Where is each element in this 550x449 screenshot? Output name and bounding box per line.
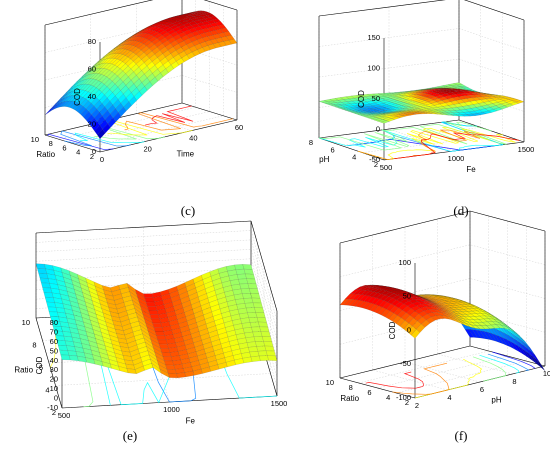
z-axis-label: COD	[73, 88, 82, 106]
chart-panel-e: -100102030405060708050010001500246810COD…	[14, 220, 288, 443]
x-tick-label: 2	[415, 401, 419, 410]
z-axis-label: COD	[357, 90, 366, 108]
z-tick-label: 40	[88, 92, 96, 101]
z-tick-label: 0	[54, 394, 58, 403]
x-tick-label: 40	[189, 134, 197, 143]
z-tick-label: 40	[50, 356, 58, 365]
z-tick-label: 0	[407, 325, 411, 334]
x-tick-label: 6	[480, 385, 484, 394]
x-tick-label: 1000	[163, 405, 180, 414]
x-tick-label: 500	[58, 411, 71, 420]
z-tick-label: 50	[403, 292, 411, 301]
chart-panel-d: -50 0 50 100 150 500 1000 1500 2 4 6 8 COD Fe pH (d)	[309, 0, 535, 218]
x-tick-label: 500	[380, 163, 393, 172]
surface-mesh	[35, 263, 278, 378]
y-tick-label: 2	[405, 398, 409, 407]
z-axis-label: COD	[388, 321, 397, 339]
z-tick-label: 30	[50, 365, 58, 374]
x-tick-label: 8	[512, 377, 516, 386]
z-tick-label: 10	[50, 384, 58, 393]
z-tick-label: 20	[50, 375, 58, 384]
y-tick-label: 4	[76, 148, 80, 157]
z-tick-label: 0	[376, 124, 380, 133]
x-tick-label: 4	[447, 393, 451, 402]
y-axis-label: Ratio	[340, 394, 359, 403]
z-tick-label: -10	[47, 403, 58, 412]
y-tick-label: 8	[309, 138, 313, 147]
x-tick-label: 1000	[448, 154, 465, 163]
y-tick-label: 6	[62, 143, 66, 152]
y-tick-label: 6	[330, 145, 334, 154]
y-tick-label: 10	[31, 135, 39, 144]
x-tick-label: 20	[143, 144, 151, 153]
y-tick-label: 4	[45, 385, 49, 394]
y-tick-label: 4	[386, 393, 390, 402]
z-tick-label: 50	[50, 346, 58, 355]
panel-label: (e)	[123, 428, 137, 443]
z-tick-label: 70	[50, 327, 58, 336]
y-tick-label: 6	[39, 363, 43, 372]
z-axis-label: COD	[35, 356, 44, 374]
x-tick-label: 1500	[271, 399, 288, 408]
x-tick-label: 1500	[518, 145, 535, 154]
z-tick-label: 20	[88, 119, 96, 128]
z-tick-label: -50	[400, 359, 411, 368]
surface-mesh	[318, 82, 525, 124]
z-tick-label: 60	[50, 337, 58, 346]
y-tick-label: 2	[52, 408, 56, 417]
panel-label: (d)	[453, 203, 468, 218]
y-tick-label: 10	[22, 318, 30, 327]
surface-mesh	[44, 10, 238, 139]
z-tick-label: 100	[398, 258, 411, 267]
y-tick-label: 2	[374, 160, 378, 169]
z-tick-label: 80	[50, 318, 58, 327]
z-tick-label: 80	[88, 37, 96, 46]
z-tick-label: 100	[367, 63, 380, 72]
y-tick-label: 8	[349, 383, 353, 392]
y-axis-label: Ratio	[36, 150, 55, 159]
x-axis-label: Time	[177, 150, 195, 159]
x-axis-label: pH	[491, 396, 501, 405]
panel-label: (f)	[455, 428, 468, 443]
y-axis-label: pH	[319, 155, 329, 164]
x-tick-label: 60	[235, 123, 243, 132]
panel-label: (c)	[181, 203, 195, 218]
z-tick-label: 0	[92, 147, 96, 156]
y-axis-label: Ratio	[14, 366, 33, 375]
floor-contours	[365, 351, 536, 399]
x-axis-label: Fe	[466, 165, 476, 174]
surface-mesh	[339, 284, 546, 371]
x-tick-label: 0	[100, 155, 104, 164]
chart-panel-f: -100 -50 0 50 100 2 4 6 8 10 2 4 6 8 10 COD pH Ratio (f)	[326, 210, 550, 443]
z-tick-label: -100	[396, 393, 411, 402]
y-tick-label: 10	[326, 378, 334, 387]
y-tick-label: 6	[367, 388, 371, 397]
y-tick-label: 2	[90, 152, 94, 161]
x-axis-label: Fe	[186, 417, 196, 426]
floor-contours	[318, 121, 520, 160]
z-tick-label: 150	[367, 33, 380, 42]
z-tick-label: 60	[88, 64, 96, 73]
y-tick-label: 4	[352, 153, 356, 162]
z-tick-label: -50	[369, 155, 380, 164]
z-tick-label: 50	[372, 94, 380, 103]
chart-panel-c: 0 20 40 60 80 0 20 40 60 2 4 68 10 COD Time Ratio (c)	[31, 0, 243, 218]
y-tick-label: 8	[32, 340, 36, 349]
y-tick-label: 8	[49, 139, 53, 148]
x-tick-label: 10	[543, 369, 550, 378]
